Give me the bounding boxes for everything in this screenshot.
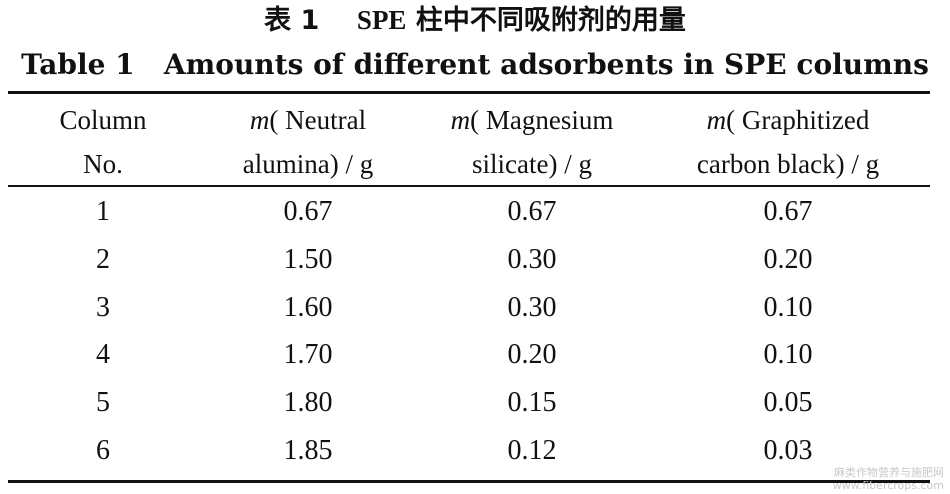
header-line: carbon black) / g xyxy=(696,149,880,179)
header-symbol: m xyxy=(706,105,727,135)
cell-neutral-alumina: 1.60 xyxy=(283,292,333,323)
cell-magnesium-silicate: 0.67 xyxy=(507,196,557,227)
header-symbol: m xyxy=(249,105,270,135)
cell-column-no: 5 xyxy=(96,387,110,418)
table-caption-chinese: 表 1 SPE 柱中不同吸附剂的用量 xyxy=(0,2,950,39)
cell-neutral-alumina: 1.85 xyxy=(283,435,333,466)
bottom-rule xyxy=(8,480,930,483)
cell-graphitized-carbon: 0.03 xyxy=(763,435,813,466)
cell-graphitized-carbon: 0.10 xyxy=(763,292,813,323)
cell-neutral-alumina: 0.67 xyxy=(283,196,333,227)
table-row: 4 1.70 0.20 0.10 xyxy=(0,331,950,379)
caption-cn-rest: 柱中不同吸附剂的用量 xyxy=(415,5,686,36)
header-line: alumina) / g xyxy=(242,149,374,179)
cell-graphitized-carbon: 0.20 xyxy=(763,244,813,275)
cell-column-no: 1 xyxy=(96,196,110,227)
cell-column-no: 2 xyxy=(96,244,110,275)
header-column-no: Column No. xyxy=(8,98,198,186)
header-line: ( Neutral xyxy=(269,105,367,135)
cell-column-no: 6 xyxy=(96,435,110,466)
cell-column-no: 4 xyxy=(96,339,110,370)
table-row: 3 1.60 0.30 0.10 xyxy=(0,284,950,332)
header-line: silicate) / g xyxy=(472,149,592,179)
table-caption-english: Table 1 Amounts of different adsorbents … xyxy=(21,48,929,81)
caption-cn-latin: SPE xyxy=(356,5,407,35)
header-line: Column xyxy=(59,105,147,135)
watermark-line: 麻类作物营养与施肥网 xyxy=(834,466,944,479)
cell-magnesium-silicate: 0.20 xyxy=(507,339,557,370)
watermark: 麻类作物营养与施肥网 www.fibercrops.com xyxy=(833,466,944,492)
cell-neutral-alumina: 1.70 xyxy=(283,339,333,370)
header-magnesium-silicate: m( Magnesium silicate) / g xyxy=(418,98,646,186)
table-row: 2 1.50 0.30 0.20 xyxy=(0,236,950,284)
cell-magnesium-silicate: 0.12 xyxy=(507,435,557,466)
caption-cn-prefix: 表 1 xyxy=(264,5,320,36)
cell-neutral-alumina: 1.80 xyxy=(283,387,333,418)
header-line: ( Graphitized xyxy=(726,105,870,135)
cell-magnesium-silicate: 0.30 xyxy=(507,244,557,275)
header-rule xyxy=(8,185,930,187)
table-row: 6 1.85 0.12 0.03 xyxy=(0,427,950,475)
cell-magnesium-silicate: 0.15 xyxy=(507,387,557,418)
header-graphitized-carbon-black: m( Graphitized carbon black) / g xyxy=(646,98,930,186)
cell-graphitized-carbon: 0.10 xyxy=(763,339,813,370)
top-rule xyxy=(8,91,930,94)
header-neutral-alumina: m( Neutral alumina) / g xyxy=(198,98,418,186)
header-symbol: m xyxy=(450,105,471,135)
cell-magnesium-silicate: 0.30 xyxy=(507,292,557,323)
watermark-line: www.fibercrops.com xyxy=(832,479,944,492)
table-row: 5 1.80 0.15 0.05 xyxy=(0,379,950,427)
header-line: ( Magnesium xyxy=(470,105,614,135)
cell-neutral-alumina: 1.50 xyxy=(283,244,333,275)
cell-column-no: 3 xyxy=(96,292,110,323)
cell-graphitized-carbon: 0.67 xyxy=(763,196,813,227)
header-line: No. xyxy=(83,149,123,179)
table-row: 1 0.67 0.67 0.67 xyxy=(0,188,950,236)
cell-graphitized-carbon: 0.05 xyxy=(763,387,813,418)
